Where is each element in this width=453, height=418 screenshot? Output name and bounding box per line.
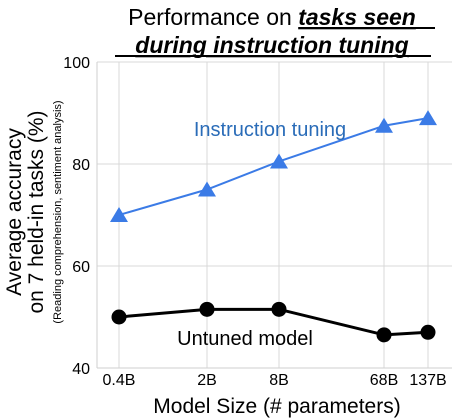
grid [96, 61, 452, 369]
data-point-triangle [270, 153, 288, 169]
x-axis-label: Model Size (# parameters) [153, 395, 400, 418]
y-axis-label-line2: on 7 held-in tasks (%) [25, 110, 48, 313]
series-labels: Instruction tuning Untuned model [177, 119, 346, 350]
x-tick-label: 0.4B [103, 372, 136, 389]
y-tick-label: 80 [72, 157, 90, 174]
data-point-triangle [375, 117, 393, 133]
y-tick-label: 100 [63, 55, 90, 72]
chart-title-prefix: Performance on [128, 4, 298, 30]
data-point-circle [420, 324, 436, 340]
y-tick-label: 60 [72, 259, 90, 276]
x-tick-label: 8B [269, 372, 289, 389]
plot-area [110, 110, 437, 343]
data-point-circle [376, 327, 392, 343]
x-tick-label: 68B [370, 372, 398, 389]
y-axis-label-line1: Average accuracy [3, 128, 26, 296]
data-point-triangle [419, 110, 437, 126]
chart-title-line1: Performance on tasks seen [128, 4, 416, 30]
chart-title-line2: during instruction tuning [135, 32, 408, 58]
axis-ticks: 40 60 80 100 0.4B 2B 8B 68B 137B [63, 55, 446, 389]
data-point-circle [199, 301, 215, 317]
chart-title-emph-1: tasks seen [298, 4, 416, 30]
series-label: Instruction tuning [194, 119, 346, 141]
data-point-triangle [198, 181, 216, 197]
data-point-circle [111, 309, 127, 325]
y-axis-label-note: (Reading comprehension, sentiment analys… [52, 100, 64, 323]
x-tick-label: 137B [409, 372, 446, 389]
data-point-triangle [110, 207, 128, 222]
y-tick-label: 40 [72, 361, 90, 378]
series-label: Untuned model [177, 328, 313, 350]
data-point-circle [271, 301, 287, 317]
x-tick-label: 2B [197, 372, 217, 389]
